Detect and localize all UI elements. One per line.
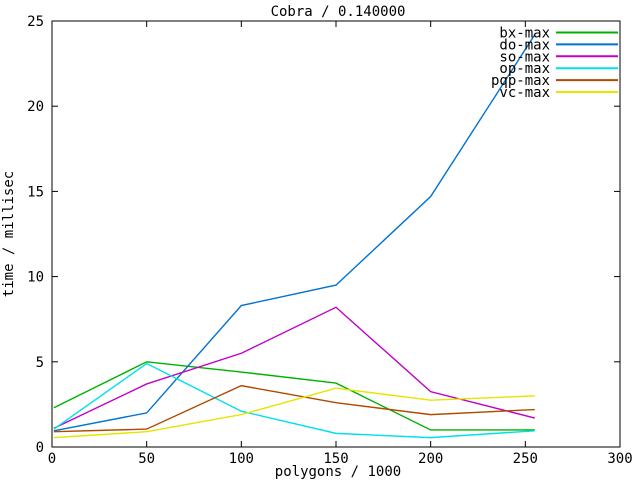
y-tick-label: 0	[36, 440, 44, 456]
series-line-vc-max	[53, 387, 535, 439]
series-line-so-max	[53, 306, 535, 429]
legend-label-bx-max: bx-max	[499, 26, 550, 42]
x-tick-label: 100	[229, 451, 254, 467]
series-line-pqp-max	[53, 384, 535, 433]
y-axis-label: time / millisec	[1, 171, 17, 297]
x-tick-label: 150	[323, 451, 348, 467]
legend-label-so-max: so-max	[499, 49, 550, 65]
series-line-do-max	[53, 34, 536, 432]
x-tick-label: 200	[418, 451, 443, 467]
series-line-bx-max	[53, 361, 535, 431]
series-line-op-max	[53, 362, 535, 439]
y-tick-label: 10	[27, 270, 44, 286]
y-tick-label: 25	[27, 14, 44, 30]
x-tick-label: 300	[607, 451, 632, 467]
x-axis-label: polygons / 1000	[275, 464, 401, 480]
plot-area: 0 50 100 150 200 250 300 0 5 10 15 20 25 bx-maxdo-max…	[27, 14, 633, 467]
x-tick-label: 0	[48, 451, 56, 467]
x-tick-label: 250	[513, 451, 538, 467]
y-tick-label: 15	[27, 184, 44, 200]
legend-label-pqp-max: pqp-max	[491, 73, 550, 89]
legend-label-vc-max: vc-max	[499, 85, 550, 101]
legend-label-do-max: do-max	[499, 37, 550, 53]
x-tick-label: 50	[138, 451, 155, 467]
chart-title: Cobra / 0.140000	[271, 4, 406, 20]
y-tick-label: 5	[36, 355, 44, 371]
legend-label-op-max: op-max	[499, 61, 550, 77]
y-tick-label: 20	[27, 99, 44, 115]
